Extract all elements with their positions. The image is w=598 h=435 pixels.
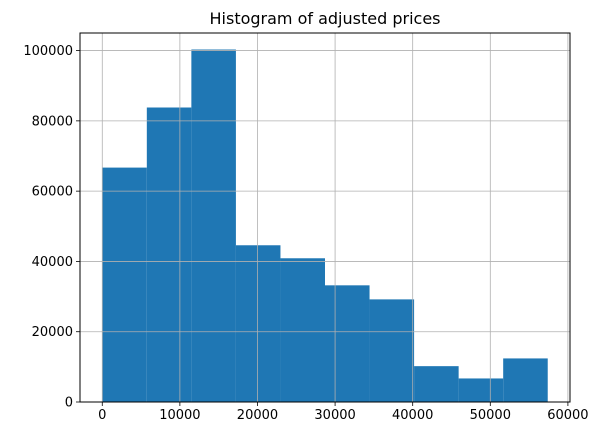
y-tick-label: 60000: [32, 185, 73, 200]
x-tick-label: 60000: [547, 408, 588, 423]
histogram-bar: [503, 358, 548, 402]
axes-frame: [79, 32, 571, 403]
histogram-bar: [235, 245, 281, 402]
y-tick-label: 40000: [32, 255, 73, 270]
histogram-bar: [369, 299, 415, 402]
x-tick-label: 40000: [392, 408, 433, 423]
axis-ticks: 0 10000 20000 30000 40000 50000 60000 0 20000 400…: [23, 44, 588, 423]
x-tick-label: 20000: [237, 408, 278, 423]
histogram-bar: [146, 107, 192, 402]
histogram-bar: [325, 285, 370, 402]
y-tick-label: 0: [65, 396, 73, 411]
y-tick-label: 20000: [32, 325, 73, 340]
histogram-bars: [102, 49, 548, 402]
histogram-bar: [191, 49, 236, 402]
histogram-bar: [280, 258, 325, 402]
histogram-bar: [102, 167, 147, 402]
x-tick-label: 50000: [470, 408, 511, 423]
histogram-bar: [414, 366, 459, 402]
y-tick-label: 80000: [32, 114, 73, 129]
x-tick-label: 0: [98, 408, 106, 423]
chart-title: Histogram of adjusted prices: [210, 9, 441, 28]
x-tick-label: 30000: [314, 408, 355, 423]
histogram-bar: [458, 378, 504, 402]
x-tick-label: 10000: [159, 408, 200, 423]
y-tick-label: 100000: [23, 44, 73, 59]
